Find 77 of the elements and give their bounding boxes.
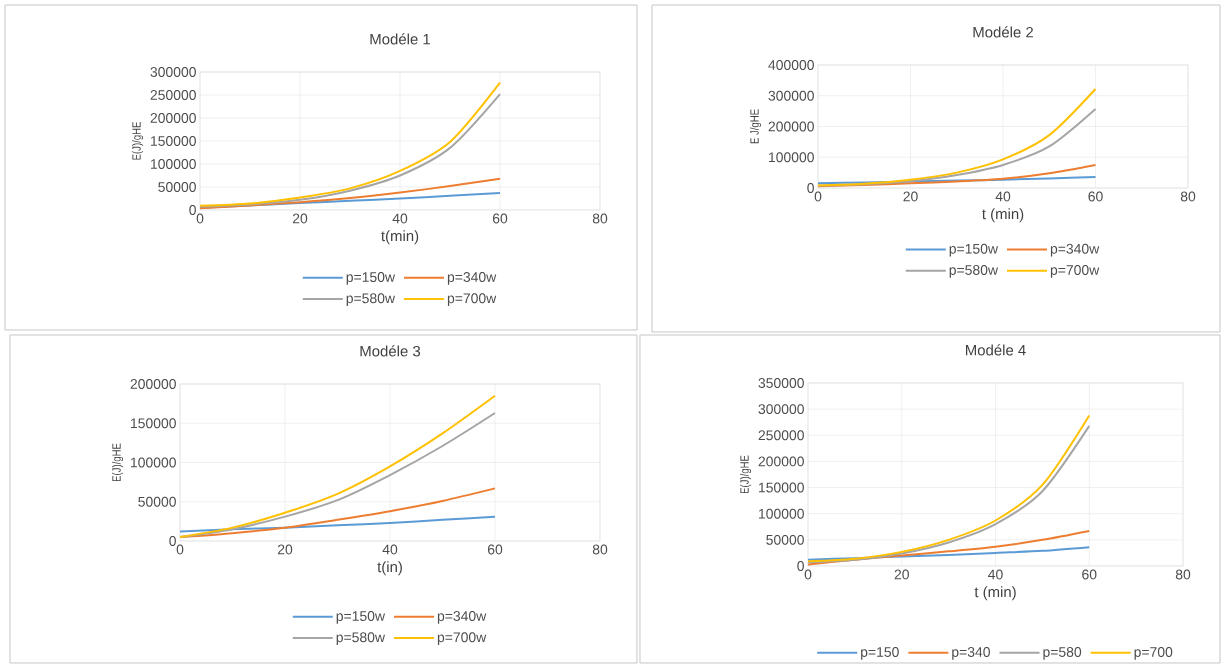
x-tick-label: 20 [903, 191, 918, 202]
x-tick-label: 80 [592, 213, 608, 224]
legend-label: p=700w [1050, 265, 1100, 278]
line-series [818, 87, 1097, 187]
legend-label: p=580w [346, 293, 396, 306]
y-tick-label: 400000 [768, 60, 814, 70]
x-axis-title: t (min) [982, 208, 1024, 223]
legend-label: p=580 [1043, 647, 1082, 660]
x-tick-label: 80 [1180, 191, 1196, 202]
legend-label: p=340w [437, 611, 487, 624]
y-axis-title: E(J)/gHE [131, 122, 144, 160]
x-tick-label: 60 [1088, 191, 1103, 202]
x-tick-label: 60 [487, 544, 503, 555]
x-tick-label: 0 [196, 213, 204, 224]
line-series [808, 546, 1091, 561]
y-tick-label: 150000 [131, 418, 176, 429]
y-tick-label: 200000 [150, 113, 196, 123]
legend-label: p=150w [346, 272, 396, 285]
legend-label: p=340 [952, 647, 990, 660]
x-axis-title: t(min) [381, 230, 419, 245]
x-tick-label: 20 [894, 569, 909, 580]
y-tick-label: 200000 [758, 456, 804, 467]
line-series [180, 515, 497, 533]
line-series [200, 177, 501, 210]
y-tick-label: 200000 [768, 121, 814, 132]
x-tick-label: 40 [995, 191, 1011, 202]
chart-title: Modéle 2 [973, 26, 1033, 38]
line-series [808, 529, 1091, 566]
y-tick-label: 50000 [158, 182, 196, 192]
y-tick-label: 150000 [759, 482, 804, 493]
y-tick-label: 0 [189, 205, 196, 215]
y-tick-label: 100000 [759, 508, 804, 519]
legend-label: p=700w [437, 632, 487, 645]
x-tick-label: 60 [492, 213, 508, 224]
x-axis-title: t (min) [974, 586, 1016, 601]
y-tick-label: 50000 [138, 496, 176, 507]
y-tick-label: 300000 [150, 67, 196, 77]
y-tick-label: 0 [169, 536, 176, 546]
y-tick-label: 350000 [758, 378, 804, 388]
x-tick-label: 40 [988, 569, 1003, 580]
legend-label: p=150w [336, 611, 386, 624]
y-tick-label: 100000 [151, 159, 196, 169]
x-axis-title: t(in) [377, 561, 402, 576]
x-tick-label: 80 [592, 544, 608, 555]
y-tick-label: 0 [797, 561, 804, 571]
y-tick-label: 0 [807, 183, 814, 193]
y-tick-label: 300000 [768, 90, 814, 101]
legend-label: p=580w [949, 265, 999, 278]
legend-label: p=700 [1134, 647, 1173, 660]
legend-label: p=340w [1050, 243, 1100, 257]
x-tick-label: 40 [392, 213, 408, 224]
legend-label: p=340w [447, 272, 497, 285]
y-tick-label: 250000 [758, 430, 804, 441]
y-tick-label: 250000 [150, 90, 196, 100]
legend-label: p=150 [861, 647, 899, 660]
y-tick-label: 200000 [130, 379, 176, 389]
chart-title: Modéle 4 [965, 344, 1026, 356]
y-axis-title: E(J)/gHE [111, 443, 124, 482]
x-tick-label: 20 [292, 213, 308, 224]
line-series [818, 107, 1097, 187]
y-tick-label: 100000 [769, 152, 814, 163]
chart-title: Modéle 1 [370, 33, 430, 45]
y-axis-title: E J/gHE [749, 109, 762, 144]
legend-label: p=580w [336, 632, 386, 645]
x-tick-label: 0 [814, 191, 822, 202]
y-tick-label: 50000 [766, 534, 804, 545]
x-tick-label: 80 [1175, 569, 1191, 580]
y-tick-label: 150000 [151, 136, 196, 146]
legend-label: p=700w [447, 293, 497, 306]
x-tick-label: 20 [277, 544, 293, 555]
y-tick-label: 300000 [758, 404, 804, 415]
y-tick-label: 100000 [131, 457, 176, 468]
x-tick-label: 60 [1082, 569, 1097, 580]
x-tick-label: 40 [382, 544, 398, 555]
chart-title: Modéle 3 [360, 345, 421, 357]
y-axis-title: E(J)/gHE [739, 455, 752, 494]
legend-label: p=150w [949, 243, 999, 257]
